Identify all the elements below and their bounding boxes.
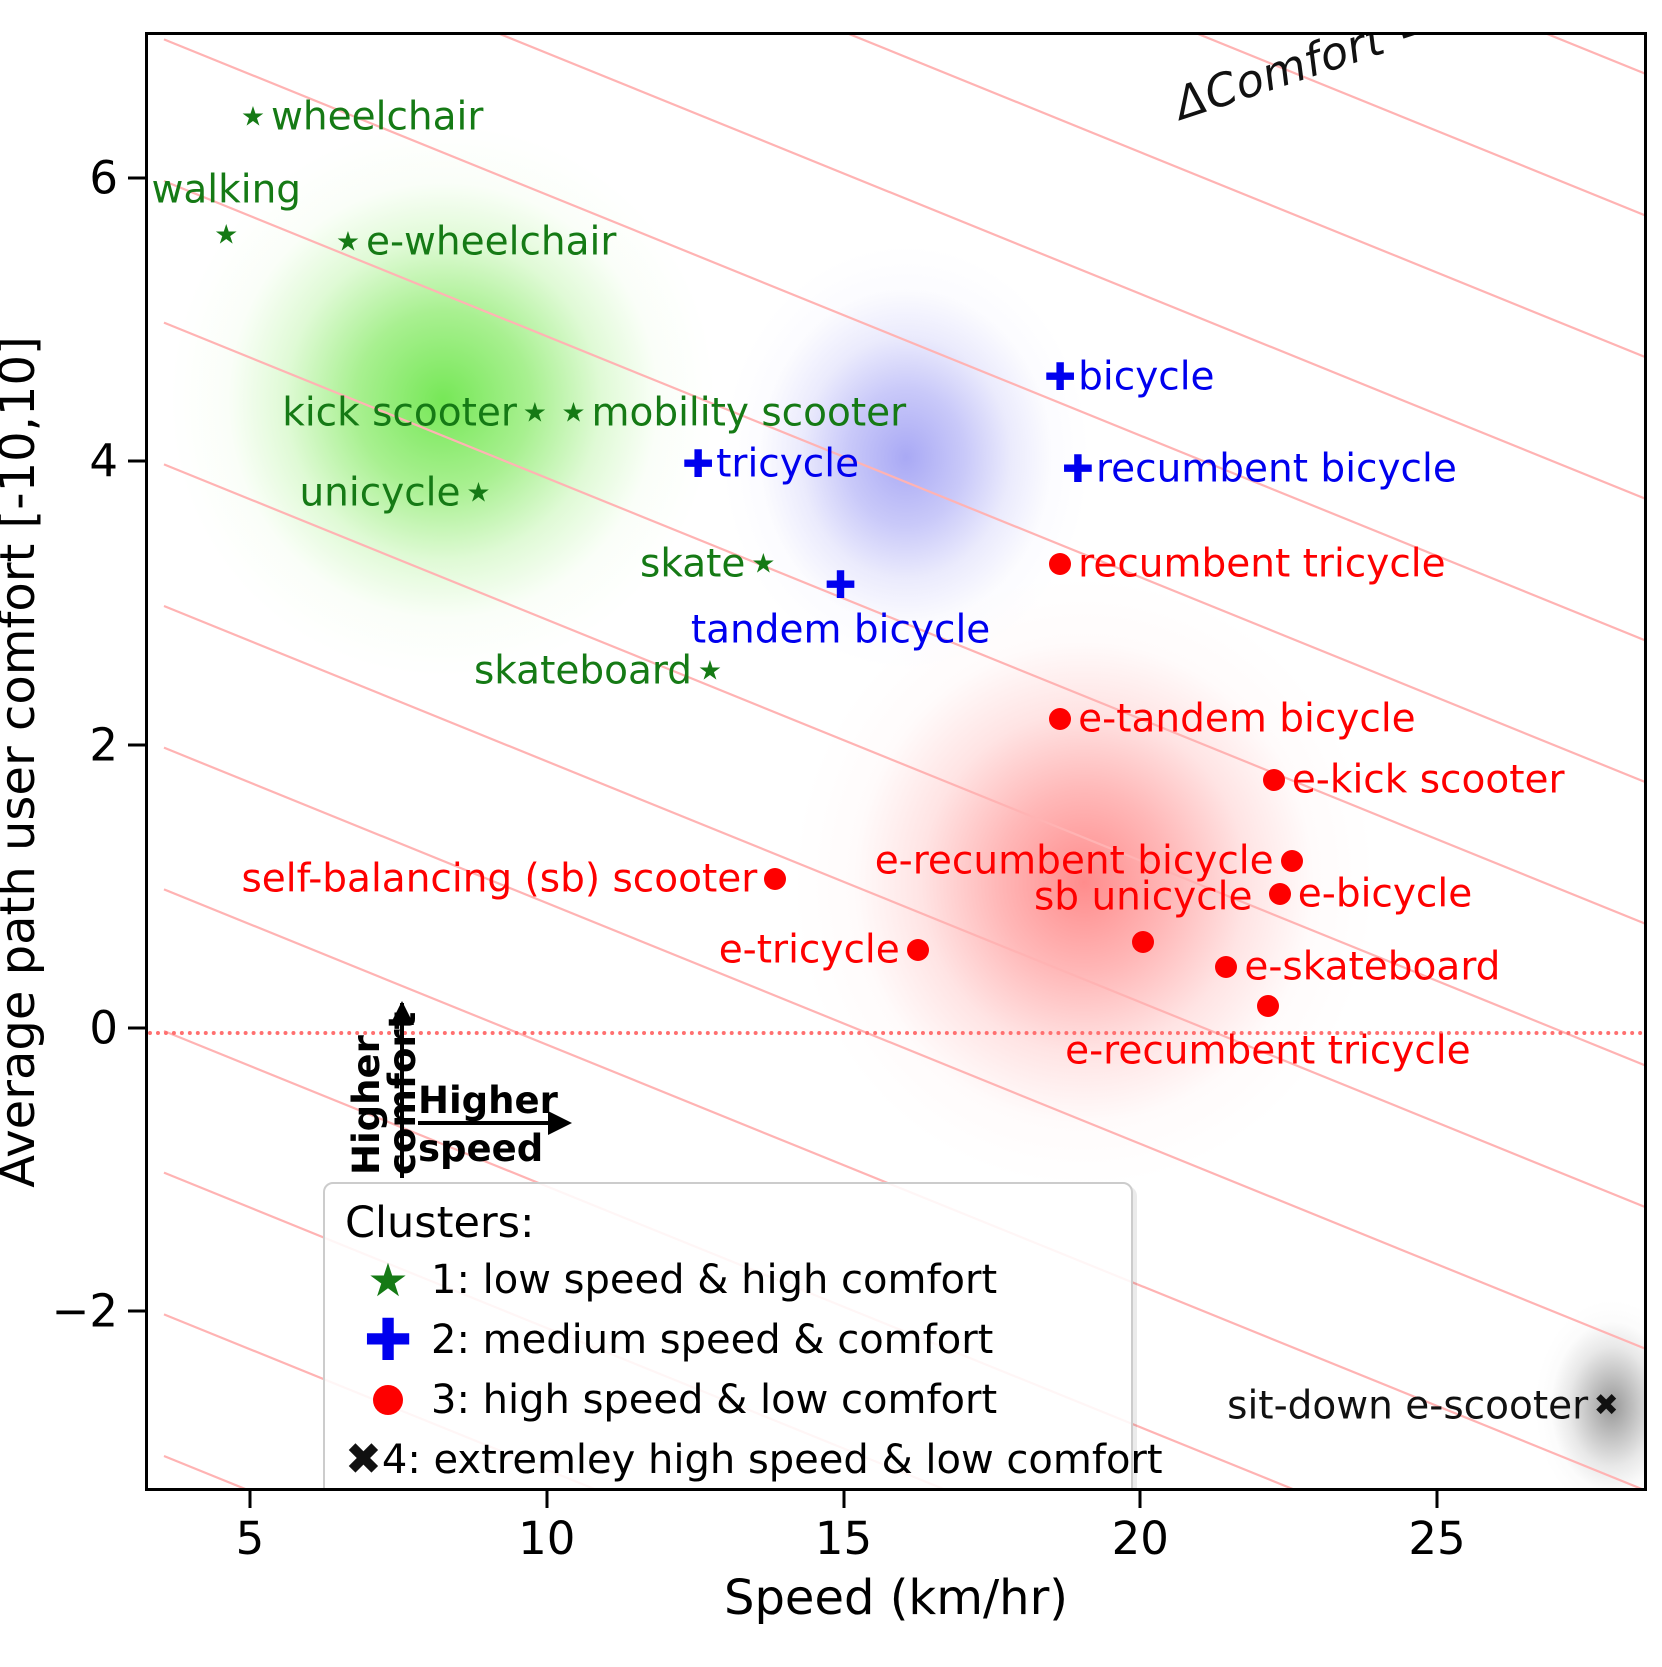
data-point-label: e-bicycle <box>1297 871 1473 917</box>
y-axis-tick-label: 6 <box>89 151 118 205</box>
data-point-label: e-kick scooter <box>1291 757 1565 803</box>
data-point-marker <box>1049 708 1072 731</box>
data-point-marker: ✚ <box>1044 354 1077 399</box>
data-point-marker: ✚ <box>682 442 715 487</box>
y-axis-tick <box>128 1309 145 1313</box>
x-axis-tick <box>545 1491 549 1508</box>
data-point-label: recumbent tricycle <box>1078 541 1446 586</box>
y-axis-tick-label: 0 <box>89 1001 118 1055</box>
data-point-label: self-balancing (sb) scooter <box>241 856 758 902</box>
data-point-label: kick scooter <box>282 390 517 436</box>
data-point-marker <box>1280 850 1303 872</box>
data-point-label: bicycle <box>1078 354 1215 399</box>
x-axis-tick-label: 15 <box>814 1512 873 1565</box>
y-axis-tick-label: 2 <box>89 718 118 772</box>
data-point-label: wheelchair <box>271 94 484 140</box>
direction-arrows: Higher comfort Higher speed <box>343 1001 623 1178</box>
data-point-label: skate <box>640 541 746 586</box>
data-point-label: tricycle <box>716 441 860 487</box>
y-axis-tick <box>128 1026 145 1030</box>
data-point-marker <box>1262 769 1285 792</box>
data-point-marker: ✚ <box>1062 446 1094 491</box>
data-point-label: e-recumbent bicycle <box>874 838 1274 884</box>
data-point-marker: ★ <box>335 226 361 258</box>
data-point-marker: ★ <box>697 655 723 687</box>
data-point-marker <box>1049 552 1072 575</box>
legend-item-label: 2: medium speed & comfort <box>431 1317 994 1363</box>
data-point-label: e-skateboard <box>1244 944 1501 990</box>
y-axis-label: Average path user comfort [-10,10] <box>0 336 46 1188</box>
data-point-marker: ★ <box>240 101 266 133</box>
zero-reference-line <box>148 1031 1644 1035</box>
x-axis-tick-label: 10 <box>518 1512 576 1565</box>
data-point-label: recumbent bicycle <box>1095 446 1457 492</box>
data-point-marker <box>764 868 787 891</box>
data-point-marker <box>1256 994 1279 1017</box>
y-axis-tick-label: −2 <box>51 1284 118 1338</box>
x-axis-label: Speed (km/hr) <box>723 1570 1069 1626</box>
y-axis-tick <box>128 743 145 747</box>
legend-item-cluster-4[interactable]: ✖ 4: extremley high speed & low comfort <box>345 1430 1163 1488</box>
data-point-marker: ★ <box>466 477 491 509</box>
x-axis-tick-label: 5 <box>235 1512 265 1565</box>
plus-marker-icon: ✚ <box>363 1305 413 1374</box>
x-axis-tick <box>248 1491 252 1508</box>
data-point-label: unicycle <box>299 470 461 516</box>
y-axis-tick-label: 4 <box>89 434 118 488</box>
data-point-marker <box>1215 956 1238 979</box>
circle-marker-icon <box>373 1385 403 1415</box>
data-point-marker: ✚ <box>824 562 857 607</box>
x-axis-tick <box>842 1491 845 1508</box>
legend-rows: ★ 1: low speed & high comfort ✚ 2: medium s… <box>345 1250 1163 1488</box>
data-point-label: e-recumbent tricycle <box>1065 1028 1471 1073</box>
y-axis-tick <box>128 176 145 180</box>
data-point-label: sb unicycle <box>1033 874 1253 920</box>
y-axis-tick <box>128 459 145 463</box>
x-axis-tick-label: 20 <box>1111 1512 1169 1565</box>
legend-item-label: 1: low speed & high comfort <box>431 1257 998 1303</box>
data-point-marker: ✖ <box>1593 1388 1619 1424</box>
star-marker-icon: ★ <box>367 1253 409 1307</box>
data-point-marker <box>1268 882 1291 905</box>
data-point-label: e-tandem bicycle <box>1078 696 1416 742</box>
data-point-label: e-wheelchair <box>365 219 617 265</box>
x-axis-tick <box>1138 1491 1142 1508</box>
data-point-label: e-tricycle <box>718 927 900 973</box>
data-point-marker: ★ <box>751 548 776 579</box>
x-axis-tick <box>1435 1491 1439 1508</box>
legend-item-cluster-2[interactable]: ✚ 2: medium speed & comfort <box>345 1310 1115 1370</box>
higher-speed-label-line1: Higher <box>418 1079 558 1122</box>
legend-item-label: 4: extremley high speed & low comfort <box>381 1437 1163 1483</box>
legend-item-cluster-1[interactable]: ★ 1: low speed & high comfort <box>345 1250 1115 1310</box>
data-point-label: mobility scooter <box>591 390 907 436</box>
data-point-marker: ★ <box>214 219 239 251</box>
legend[interactable]: Clusters: ★ 1: low speed & high comfort ✚ 2… <box>323 1182 1163 1488</box>
legend-item-label: 3: high speed & low comfort <box>431 1377 998 1423</box>
legend-title: Clusters: <box>345 1198 535 1248</box>
iso-comfort-line <box>848 35 1644 358</box>
data-point-marker: ★ <box>561 397 586 429</box>
data-point-marker <box>906 939 929 962</box>
x-axis-tick-label: 25 <box>1408 1512 1466 1565</box>
data-point-label: tandem bicycle <box>690 607 991 653</box>
x-marker-icon: ✖ <box>345 1434 382 1485</box>
data-point-label: walking <box>151 167 302 213</box>
data-point-marker: ★ <box>522 397 548 429</box>
trend-annotation: ΔComfort = −0.17 × ΔSpeed <box>1168 35 1644 130</box>
data-point-label: sit-down e-scooter <box>1227 1383 1589 1429</box>
higher-speed-label-line2: speed <box>418 1127 544 1170</box>
higher-speed-arrow-icon <box>418 1111 572 1135</box>
data-point-marker <box>1132 930 1155 953</box>
higher-comfort-arrow-icon <box>390 1001 414 1178</box>
data-point-label: skateboard <box>473 648 692 694</box>
plot-area: ★ wheelchair ★ walking ★ e-wheelchair ★ kick sc… <box>145 32 1647 1491</box>
legend-item-cluster-3[interactable]: 3: high speed & low comfort <box>345 1370 1115 1430</box>
